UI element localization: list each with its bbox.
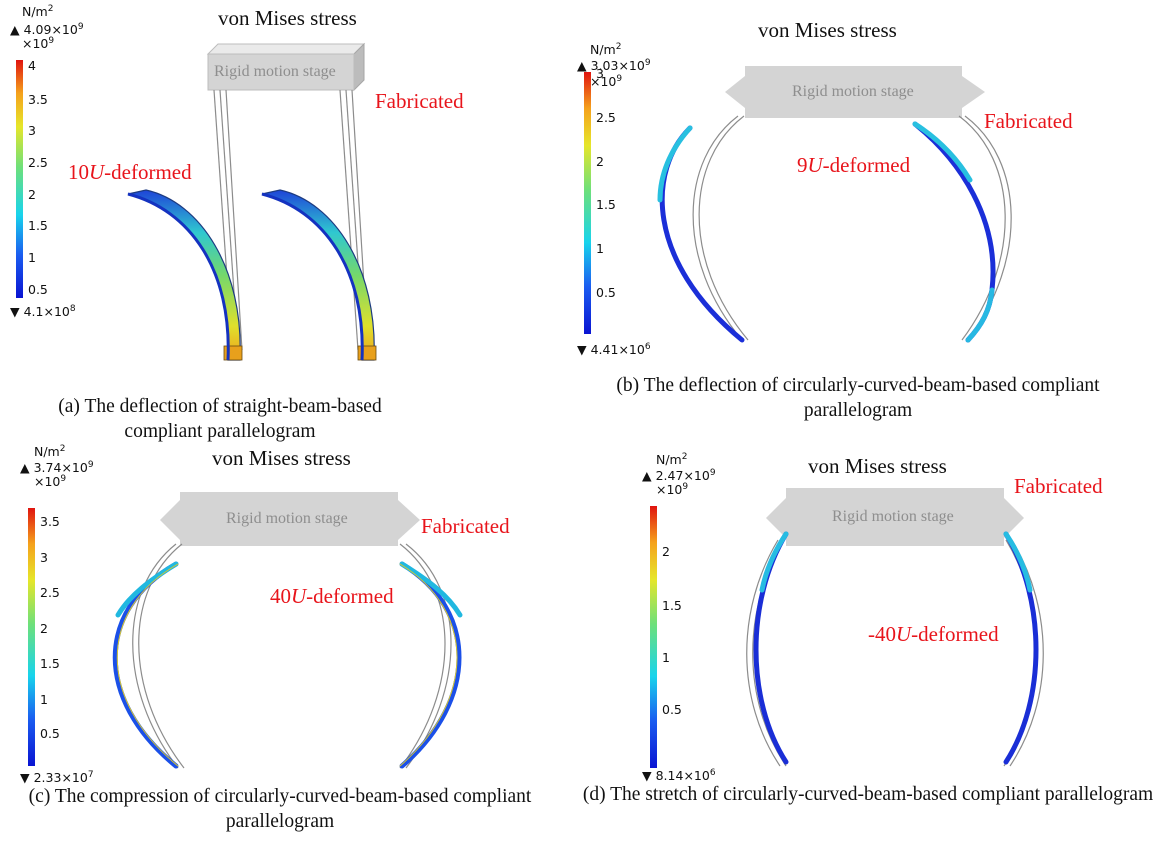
tick-a-2: 3 bbox=[28, 123, 36, 138]
min-triangle-icon: ▼ bbox=[20, 770, 30, 786]
tick-c-0: 3.5 bbox=[40, 514, 60, 529]
panel-a: N/m2 ▲ 4.09×109 ×109 bbox=[0, 0, 560, 442]
tick-d-0: 2 bbox=[662, 544, 670, 559]
rigid-stage-b bbox=[725, 66, 985, 118]
fabricated-beams-c bbox=[132, 543, 452, 769]
title-c: von Mises stress bbox=[212, 446, 351, 470]
tick-a-6: 1 bbox=[28, 250, 36, 265]
rigid-stage-d bbox=[766, 488, 1024, 546]
colorbar-max-c: ▲ 3.74×109 bbox=[20, 460, 94, 476]
panel-d: N/m2 ▲ 2.47×109 ×109 2 1.5 1 0.5 ▼ 8.14×… bbox=[560, 440, 1176, 860]
min-triangle-icon: ▼ bbox=[10, 304, 20, 320]
colorbar-min-d: ▼ 8.14×106 bbox=[642, 768, 716, 784]
colorbar-max-b: ▲ 3.03×109 bbox=[577, 58, 651, 74]
deformed-label-d: -40U-deformed bbox=[868, 622, 999, 646]
min-triangle-icon: ▼ bbox=[642, 768, 652, 784]
deformed-label-c: 40U-deformed bbox=[270, 584, 394, 608]
stage-label-a: Rigid motion stage bbox=[214, 63, 336, 80]
tick-c-3: 2 bbox=[40, 621, 48, 636]
tick-a-1: 3.5 bbox=[28, 92, 48, 107]
colorbar-scale-b: ×109 bbox=[590, 74, 623, 90]
tick-a-5: 1.5 bbox=[28, 218, 48, 233]
tick-c-6: 0.5 bbox=[40, 726, 60, 741]
tick-b-1: 2.5 bbox=[596, 110, 616, 125]
colorbar-max-a: ▲ 4.09×109 bbox=[10, 22, 84, 38]
colorbar-scale-d: ×109 bbox=[656, 482, 689, 498]
fabricated-beams-d bbox=[746, 539, 1044, 767]
fabricated-label-d: Fabricated bbox=[1014, 474, 1103, 498]
stage-label-c: Rigid motion stage bbox=[226, 510, 348, 527]
rigid-stage-a bbox=[206, 42, 366, 92]
colorbar-max-d: ▲ 2.47×109 bbox=[642, 468, 716, 484]
tick-a-0: 4 bbox=[28, 58, 36, 73]
tick-a-3: 2.5 bbox=[28, 155, 48, 170]
figure-c bbox=[28, 492, 463, 769]
tick-b-3: 1.5 bbox=[596, 197, 616, 212]
tick-d-1: 1.5 bbox=[662, 598, 682, 613]
figure-d bbox=[650, 488, 1044, 768]
figure-b bbox=[584, 66, 1012, 343]
max-triangle-icon: ▲ bbox=[642, 468, 652, 484]
colorbar-min-b: ▼ 4.41×106 bbox=[577, 342, 651, 358]
tick-d-3: 0.5 bbox=[662, 702, 682, 717]
deformed-label-b: 9U-deformed bbox=[797, 153, 911, 177]
panel-b: N/m2 ▲ 3.03×109 ×109 3 2.5 2 1.5 1 0.5 ▼… bbox=[560, 0, 1176, 440]
stage-label-d: Rigid motion stage bbox=[832, 508, 954, 525]
deformed-beams-a bbox=[127, 189, 377, 361]
title-b: von Mises stress bbox=[758, 18, 897, 42]
stage-label-b: Rigid motion stage bbox=[792, 83, 914, 100]
tick-b-4: 1 bbox=[596, 241, 604, 256]
deformed-label-a: 10U-deformed bbox=[68, 160, 192, 184]
caption-b: (b) The deflection of circularly-curved-… bbox=[616, 375, 1100, 421]
title-d: von Mises stress bbox=[808, 454, 947, 478]
deformed-beams-b bbox=[657, 121, 996, 343]
tick-c-2: 2.5 bbox=[40, 585, 60, 600]
fabricated-beams-b bbox=[692, 115, 1012, 341]
tick-c-5: 1 bbox=[40, 692, 48, 707]
tick-a-4: 2 bbox=[28, 187, 36, 202]
rigid-stage-c bbox=[160, 492, 420, 546]
tick-b-0: 3 bbox=[596, 66, 604, 81]
fabricated-label-b: Fabricated bbox=[984, 109, 1073, 133]
max-triangle-icon: ▲ bbox=[20, 460, 30, 476]
tick-a-7: 0.5 bbox=[28, 282, 48, 297]
colorbar-unit-b: N/m2 bbox=[590, 42, 622, 58]
caption-c: (c) The compression of circularly-curved… bbox=[28, 786, 532, 832]
tick-c-4: 1.5 bbox=[40, 656, 60, 671]
colorbar-scale-a: ×109 bbox=[22, 36, 55, 52]
tick-b-2: 2 bbox=[596, 154, 604, 169]
colorbar-unit-d: N/m2 bbox=[656, 452, 688, 468]
figure-a bbox=[16, 42, 377, 361]
deformed-beams-c bbox=[112, 561, 463, 769]
caption-a: (a) The deflection of straight-beam-base… bbox=[58, 396, 382, 442]
fabricated-label-a: Fabricated bbox=[375, 89, 464, 113]
tick-c-1: 3 bbox=[40, 550, 48, 565]
fabricated-label-c: Fabricated bbox=[421, 514, 510, 538]
caption-d: (d) The stretch of circularly-curved-bea… bbox=[582, 784, 1154, 805]
max-triangle-icon: ▲ bbox=[10, 22, 20, 38]
min-triangle-icon: ▼ bbox=[577, 342, 587, 358]
panel-c: N/m2 ▲ 3.74×109 ×109 3.5 3 2.5 2 1.5 1 0… bbox=[0, 440, 560, 860]
deformed-beams-d bbox=[753, 531, 1039, 765]
colorbar-scale-c: ×109 bbox=[34, 474, 67, 490]
colorbar-d bbox=[650, 506, 657, 768]
title-a: von Mises stress bbox=[218, 6, 357, 30]
tick-d-2: 1 bbox=[662, 650, 670, 665]
colorbar-c bbox=[28, 508, 35, 766]
colorbar-min-a: ▼ 4.1×108 bbox=[10, 304, 76, 320]
colorbar-min-c: ▼ 2.33×107 bbox=[20, 770, 94, 786]
colorbar-unit-c: N/m2 bbox=[34, 444, 66, 460]
colorbar-unit-a: N/m2 bbox=[22, 4, 54, 20]
max-triangle-icon: ▲ bbox=[577, 58, 587, 74]
tick-b-5: 0.5 bbox=[596, 285, 616, 300]
colorbar-a bbox=[16, 60, 23, 298]
colorbar-b bbox=[584, 72, 591, 334]
